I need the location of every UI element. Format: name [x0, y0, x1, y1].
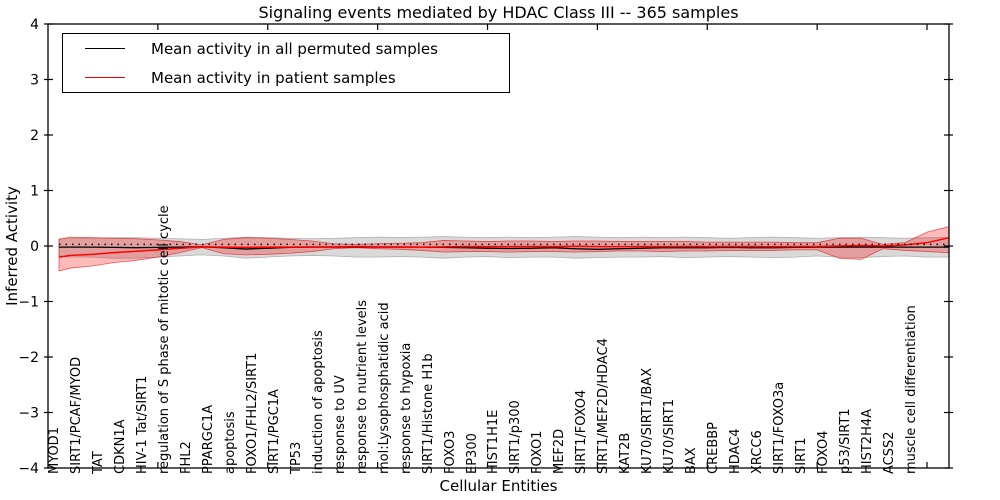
y-tick-label: 1 — [30, 184, 39, 200]
x-tick-label: KAT2B — [618, 432, 634, 474]
x-tick-label: KU70/SIRT1/BAX — [640, 367, 656, 474]
x-tick-label: CREBBP — [706, 422, 722, 474]
y-tick-label: 2 — [30, 128, 39, 144]
x-tick-label: response to hypoxia — [398, 342, 414, 474]
x-tick-label: SIRT1/p300 — [508, 400, 524, 474]
x-tick-label: regulation of S phase of mitotic cell cy… — [156, 205, 172, 474]
x-tick-label: FOXO1/FHL2/SIRT1 — [244, 352, 260, 474]
y-tick-label: −1 — [18, 295, 39, 311]
x-tick-label: SIRT1/PCAF/MYOD — [68, 356, 84, 474]
x-tick-label: FOXO4 — [816, 430, 832, 474]
x-tick-label: FOXO3 — [442, 430, 458, 474]
x-tick-label: XRCC6 — [750, 430, 766, 474]
series-line — [58, 236, 950, 258]
x-tick-label: HIV-1 Tat/SIRT1 — [134, 375, 150, 474]
y-tick-label: 3 — [30, 73, 39, 89]
x-tick-label: TAT — [90, 451, 106, 474]
x-tick-label: HIST1H1E — [486, 409, 502, 474]
legend-label-permuted: Mean activity in all permuted samples — [151, 39, 438, 58]
x-tick-label: FOXO1 — [530, 430, 546, 474]
x-tick-label: p53/SIRT1 — [838, 408, 854, 474]
y-tick-label: 4 — [30, 17, 39, 33]
y-tick-label: −3 — [18, 406, 39, 422]
x-tick-label: SIRT1/MEF2D/HDAC4 — [596, 338, 612, 474]
x-tick-label: MEF2D — [552, 428, 568, 474]
x-tick-label: induction of apoptosis — [310, 330, 326, 474]
x-tick-label: SIRT1/FOXO4 — [574, 389, 590, 474]
x-axis-label: Cellular Entities — [439, 477, 558, 495]
x-tick-label: response to UV — [332, 375, 348, 474]
x-tick-label: CDKN1A — [112, 419, 128, 474]
y-tick-label: 0 — [30, 239, 39, 255]
x-tick-label: HIST2H4A — [860, 408, 876, 474]
legend-label-patient: Mean activity in patient samples — [151, 68, 396, 87]
x-tick-label: MYOD1 — [46, 427, 62, 474]
x-tick-label: TP53 — [288, 441, 304, 474]
x-tick-label: mol:Lysophosphatidic acid — [376, 302, 392, 474]
x-tick-label: EP300 — [464, 433, 480, 474]
x-tick-label: muscle cell differentiation — [904, 305, 920, 474]
patient-line-swatch — [85, 77, 125, 78]
y-tick-label: −2 — [18, 350, 39, 366]
x-tick-label: SIRT1/PGC1A — [266, 389, 282, 474]
x-tick-label: SIRT1/FOXO3a — [772, 381, 788, 474]
permuted-line-swatch — [85, 48, 125, 49]
x-tick-label: apoptosis — [222, 411, 238, 474]
x-tick-label: response to nutrient levels — [354, 299, 370, 474]
legend-item-permuted: Mean activity in all permuted samples — [63, 35, 509, 63]
x-tick-label: PPARGC1A — [200, 404, 216, 474]
chart-title: Signaling events mediated by HDAC Class … — [258, 3, 739, 22]
x-tick-label: SIRT1/Histone H1b — [420, 353, 436, 474]
x-tick-label: ACSS2 — [882, 431, 898, 474]
x-tick-label: SIRT1 — [794, 437, 810, 474]
legend-item-patient: Mean activity in patient samples — [63, 64, 509, 92]
x-tick-label: FHL2 — [178, 441, 194, 474]
x-tick-label: HDAC4 — [728, 428, 744, 474]
legend: Mean activity in all permuted samples Me… — [62, 33, 510, 93]
x-tick-label: BAX — [684, 447, 700, 474]
x-tick-label: KU70/SIRT1 — [662, 399, 678, 474]
y-tick-label: −4 — [18, 461, 39, 477]
